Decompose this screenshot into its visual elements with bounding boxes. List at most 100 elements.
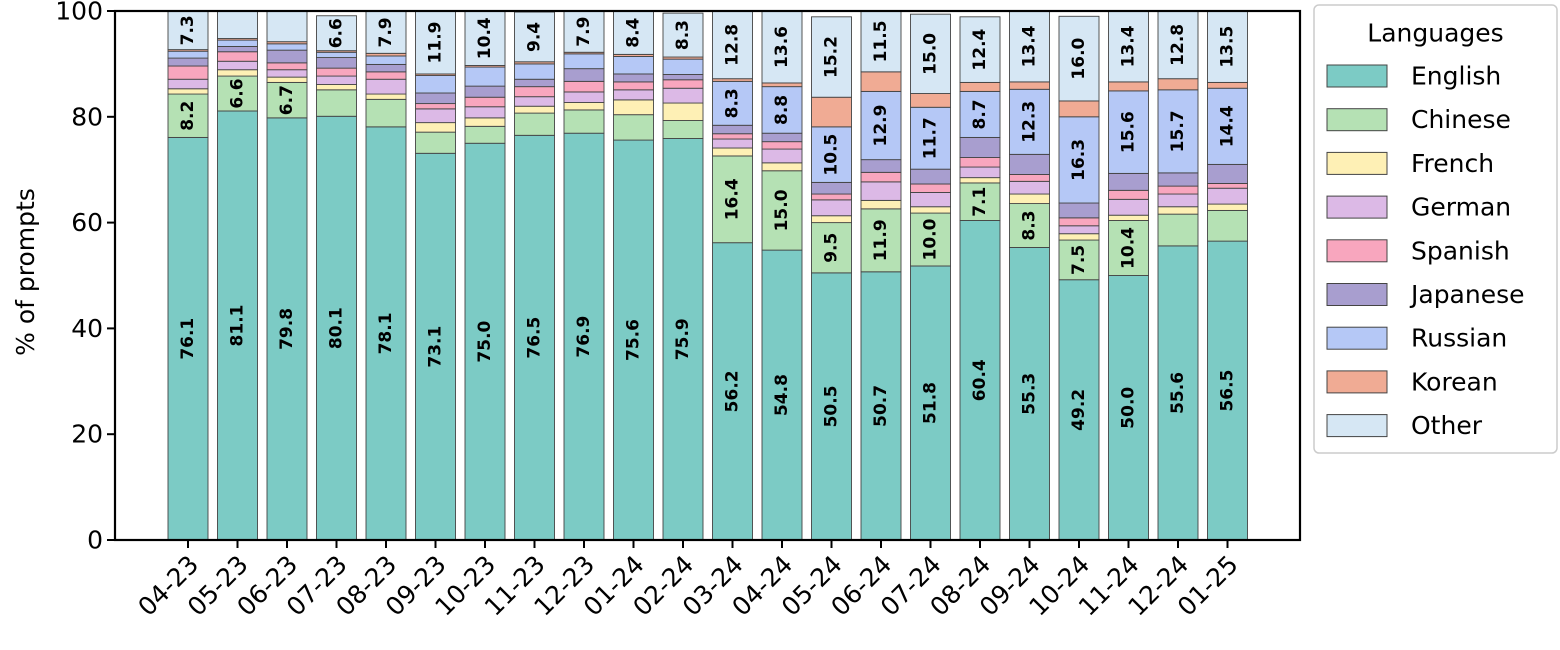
data-label-other-09-23: 11.9 <box>426 21 446 63</box>
bar-segment-japanese-09-23 <box>415 92 456 105</box>
bar-segment-russian-12-24 <box>1157 89 1199 174</box>
bar-segment-other-12-23 <box>563 10 605 53</box>
legend-swatch-french <box>1326 151 1388 175</box>
bar-segment-spanish-12-23 <box>563 80 605 93</box>
bar-stack-06-24: 50.7 11.9 12.9 11.5 <box>860 10 902 541</box>
bar-segment-chinese-10-24 <box>1058 239 1100 281</box>
bar-segment-french-04-23 <box>167 88 209 95</box>
bar-stack-06-23: 79.8 6.7 <box>266 10 308 541</box>
bar-segment-english-11-24 <box>1108 275 1149 541</box>
bar-segment-japanese-06-23 <box>266 49 308 64</box>
data-label-other-08-24: 12.4 <box>970 28 990 70</box>
bar-segment-german-10-24 <box>1058 225 1100 235</box>
bar-stack-04-24: 54.8 15.0 8.8 13.6 <box>761 10 803 541</box>
bar-segment-other-07-23 <box>316 15 357 52</box>
bar-segment-russian-09-24 <box>1009 88 1050 155</box>
data-label-chinese-08-24: 7.1 <box>970 187 990 217</box>
data-label-chinese-03-24: 16.4 <box>723 178 743 220</box>
bar-segment-english-08-24 <box>959 220 1001 541</box>
bar-segment-french-01-24 <box>613 99 654 116</box>
bar-segment-french-07-23 <box>316 84 357 91</box>
data-label-chinese-06-23: 6.7 <box>277 85 297 115</box>
bar-segment-other-10-24 <box>1058 15 1100 102</box>
data-label-chinese-04-23: 8.2 <box>178 101 198 131</box>
data-label-chinese-05-24: 9.5 <box>822 233 842 263</box>
bar-segment-german-02-24 <box>662 87 704 104</box>
bar-segment-french-11-24 <box>1108 214 1149 221</box>
bar-segment-french-09-24 <box>1009 193 1050 205</box>
bar-stack-05-24: 50.5 9.5 10.5 15.2 <box>811 16 852 541</box>
data-label-other-04-24: 13.6 <box>772 26 792 68</box>
data-label-other-12-23: 7.9 <box>574 17 594 47</box>
bar-segment-russian-05-24 <box>811 126 852 183</box>
bar-segment-other-06-23 <box>266 10 308 43</box>
bar-segment-french-03-24 <box>712 147 753 157</box>
bar-segment-french-10-23 <box>464 117 506 127</box>
data-label-english-09-24: 55.3 <box>1020 373 1040 415</box>
data-label-other-01-24: 8.4 <box>624 17 644 47</box>
bar-segment-chinese-11-24 <box>1108 220 1149 276</box>
bar-segment-other-08-23 <box>365 11 407 54</box>
bar-segment-german-07-24 <box>910 191 951 208</box>
bar-stack-04-23: 76.1 8.2 7.3 <box>167 10 209 541</box>
bar-segment-korean-05-24 <box>811 96 852 128</box>
bar-segment-korean-07-24 <box>910 93 951 108</box>
data-label-other-12-24: 12.8 <box>1168 24 1188 66</box>
bar-segment-english-09-24 <box>1009 247 1050 541</box>
bar-segment-english-11-23 <box>514 134 555 541</box>
bar-segment-japanese-09-24 <box>1009 153 1050 175</box>
data-label-english-07-23: 80.1 <box>327 307 347 349</box>
data-label-english-11-23: 76.5 <box>525 317 545 359</box>
bar-segment-spanish-02-24 <box>662 79 704 89</box>
bar-segment-korean-11-24 <box>1108 81 1149 92</box>
data-label-russian-06-24: 12.9 <box>871 105 891 147</box>
bar-segment-spanish-11-24 <box>1108 189 1149 200</box>
bar-segment-russian-07-23 <box>316 51 357 59</box>
bar-segment-english-07-23 <box>316 115 357 541</box>
bar-segment-other-05-23 <box>217 10 258 39</box>
bar-segment-french-12-24 <box>1157 206 1199 215</box>
data-label-english-12-23: 76.9 <box>574 316 594 358</box>
bar-segment-other-10-23 <box>464 10 506 66</box>
bar-segment-japanese-05-24 <box>811 181 852 195</box>
bar-segment-russian-02-24 <box>662 58 704 75</box>
bar-segment-spanish-04-24 <box>761 141 803 150</box>
bar-segment-french-08-23 <box>365 93 407 100</box>
bar-segment-german-10-23 <box>464 106 506 119</box>
bar-stack-08-23: 78.1 7.9 <box>365 11 407 541</box>
y-tick-label-100: 100 <box>55 0 103 26</box>
bar-segment-japanese-11-23 <box>514 78 555 88</box>
bar-segment-english-04-23 <box>167 136 209 541</box>
data-label-english-09-23: 73.1 <box>426 326 446 368</box>
bar-segment-korean-04-24 <box>761 82 803 88</box>
bar-segment-korean-06-24 <box>860 71 902 92</box>
bar-segment-japanese-07-23 <box>316 57 357 69</box>
bar-segment-german-03-24 <box>712 138 753 149</box>
legend-label-spanish: Spanish <box>1411 236 1510 265</box>
bar-segment-spanish-10-23 <box>464 96 506 108</box>
data-label-chinese-06-24: 11.9 <box>871 219 891 261</box>
bar-segment-french-12-23 <box>563 102 605 111</box>
data-label-english-01-24: 75.6 <box>624 319 644 361</box>
data-label-other-10-23: 10.4 <box>475 17 495 59</box>
bar-stack-09-23: 73.1 11.9 <box>415 10 456 541</box>
bar-segment-chinese-01-24 <box>613 114 654 141</box>
data-label-other-04-23: 7.3 <box>178 15 198 45</box>
y-tick-label-80: 80 <box>71 102 103 131</box>
data-label-english-02-24: 75.9 <box>673 318 693 360</box>
data-label-other-11-24: 13.4 <box>1119 25 1139 67</box>
bar-segment-other-04-23 <box>167 10 209 51</box>
legend-swatch-korean <box>1326 370 1388 394</box>
bar-segment-spanish-09-23 <box>415 103 456 110</box>
bar-segment-german-09-23 <box>415 108 456 124</box>
bar-segment-russian-09-23 <box>415 75 456 94</box>
data-label-english-03-24: 56.2 <box>723 370 743 412</box>
bar-segment-english-10-24 <box>1058 279 1100 541</box>
data-label-english-05-24: 50.5 <box>822 385 842 427</box>
bar-segment-japanese-01-24 <box>613 73 654 83</box>
data-label-english-06-23: 79.8 <box>277 308 297 350</box>
data-label-russian-10-24: 16.3 <box>1069 139 1089 181</box>
bar-segment-japanese-03-24 <box>712 124 753 135</box>
